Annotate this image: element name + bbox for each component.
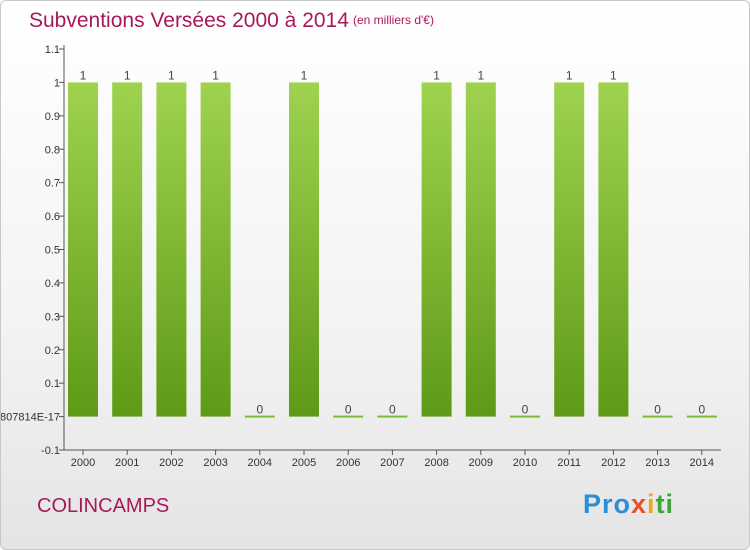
logo-part-4: ti — [655, 489, 675, 519]
bar-2012[interactable] — [598, 82, 629, 417]
proxiti-logo[interactable]: Proxiti — [583, 489, 674, 520]
y-tick-label: -0.1 — [41, 445, 60, 457]
data-label: 1 — [168, 68, 175, 82]
y-tick-label: 0.3 — [45, 311, 60, 323]
chart-title: Subventions Versées 2000 à 2014 — [29, 9, 349, 32]
data-label: 0 — [345, 403, 352, 417]
data-label: 1 — [212, 68, 219, 82]
bar-2011[interactable] — [554, 82, 585, 417]
unit-note: (en milliers d'€) — [353, 13, 434, 27]
x-tick-label: 2012 — [601, 457, 625, 469]
data-label: 1 — [80, 68, 87, 82]
data-label: 0 — [522, 403, 529, 417]
y-tick-label: 0.7 — [45, 178, 60, 190]
bar-2013[interactable] — [642, 415, 673, 418]
logo-part-2: x — [631, 489, 648, 519]
x-tick-label: 2006 — [336, 457, 360, 469]
y-tick-label: 0.2 — [45, 345, 60, 357]
y-tick-label: 0.5 — [45, 245, 60, 257]
y-tick-label: 1.3877787807814E-17 — [1, 412, 60, 424]
y-tick-label: 1.1 — [45, 44, 60, 56]
bar-2003[interactable] — [200, 82, 231, 417]
x-tick-label: 2010 — [513, 457, 537, 469]
x-tick-label: 2003 — [203, 457, 227, 469]
x-tick-label: 2011 — [557, 457, 581, 469]
x-tick-label: 2002 — [159, 457, 183, 469]
data-label: 1 — [433, 68, 440, 82]
x-tick-label: 2005 — [292, 457, 316, 469]
data-label: 1 — [566, 68, 573, 82]
data-label: 1 — [477, 68, 484, 82]
bar-2002[interactable] — [156, 82, 187, 417]
y-tick-label: 0.1 — [45, 378, 60, 390]
x-tick-label: 2013 — [645, 457, 669, 469]
y-tick-label: 0.4 — [45, 278, 60, 290]
bar-2007[interactable] — [377, 415, 408, 418]
y-tick-label: 0.8 — [45, 144, 60, 156]
x-tick-label: 2004 — [248, 457, 272, 469]
data-label: 0 — [389, 403, 396, 417]
x-tick-label: 2001 — [115, 457, 139, 469]
data-label: 0 — [654, 403, 661, 417]
logo-part-3: i — [647, 489, 656, 519]
bar-2009[interactable] — [465, 82, 496, 417]
y-tick-label: 0.9 — [45, 111, 60, 123]
x-tick-label: 2008 — [424, 457, 448, 469]
bar-2004[interactable] — [244, 415, 275, 418]
x-tick-label: 2009 — [469, 457, 493, 469]
logo-part-1: Pro — [583, 489, 632, 519]
x-tick-label: 2007 — [380, 457, 404, 469]
bar-2005[interactable] — [289, 82, 319, 417]
y-tick-label: 1 — [54, 77, 60, 89]
data-label: 0 — [698, 403, 705, 417]
bar-2000[interactable] — [68, 82, 98, 417]
y-tick-label: 0.6 — [45, 211, 60, 223]
commune-name: COLINCAMPS — [37, 495, 170, 517]
x-tick-label: 2014 — [690, 457, 714, 469]
bar-2001[interactable] — [112, 82, 143, 417]
data-label: 1 — [124, 68, 131, 82]
bar-2014[interactable] — [686, 415, 717, 418]
data-label: 1 — [610, 68, 617, 82]
x-tick-label: 2000 — [71, 457, 95, 469]
data-label: 1 — [301, 68, 308, 82]
bar-2010[interactable] — [510, 415, 540, 418]
bar-2008[interactable] — [421, 82, 452, 417]
data-label: 0 — [256, 403, 263, 417]
bar-2006[interactable] — [333, 415, 364, 418]
